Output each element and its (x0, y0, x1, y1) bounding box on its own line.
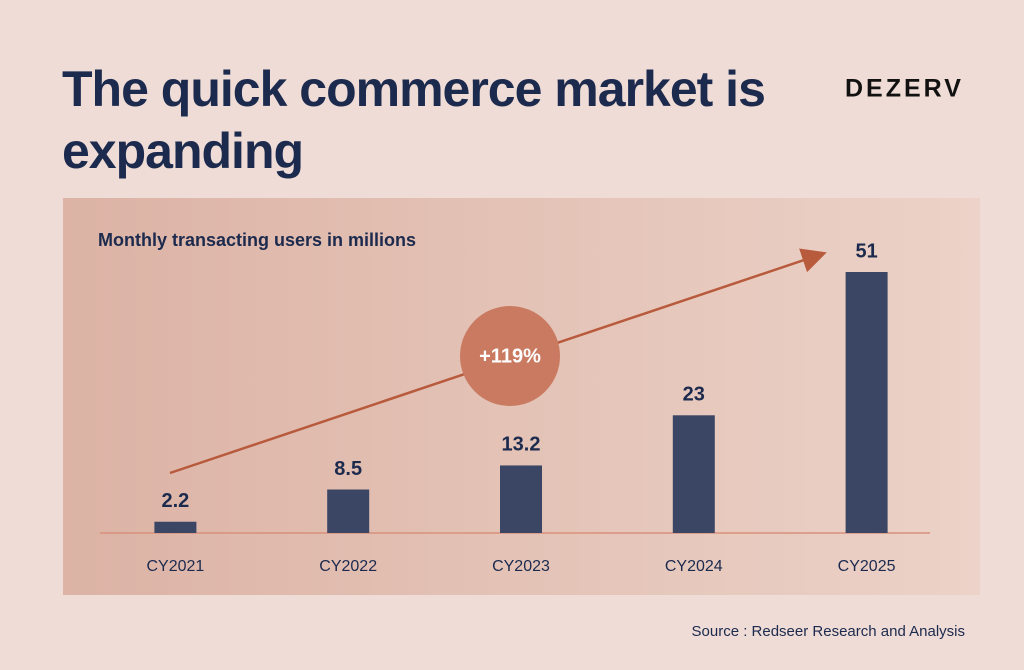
x-tick-label: CY2022 (319, 558, 377, 575)
data-label: 51 (855, 240, 877, 262)
x-tick-label: CY2025 (838, 558, 896, 575)
annotation-badge (460, 306, 560, 406)
data-label: 13.2 (502, 434, 541, 456)
bar (845, 272, 888, 533)
x-tick-label: CY2021 (146, 558, 204, 575)
annotation: +119% (479, 345, 541, 367)
bar (327, 489, 370, 533)
bar (672, 415, 715, 533)
source: Source : Redseer Research and Analysis (692, 623, 965, 640)
subtitle: Monthly transacting users in millions (98, 230, 416, 250)
data-label: 23 (683, 384, 705, 406)
brand: DEZERV (845, 75, 964, 103)
x-tick-label: CY2023 (492, 558, 550, 575)
data-label: 2.2 (161, 490, 189, 512)
data-label: 8.5 (334, 458, 362, 480)
bar (500, 465, 542, 533)
title: The quick commerce market is expanding (62, 61, 766, 179)
x-tick-label: CY2024 (665, 558, 723, 575)
bar (154, 521, 197, 533)
